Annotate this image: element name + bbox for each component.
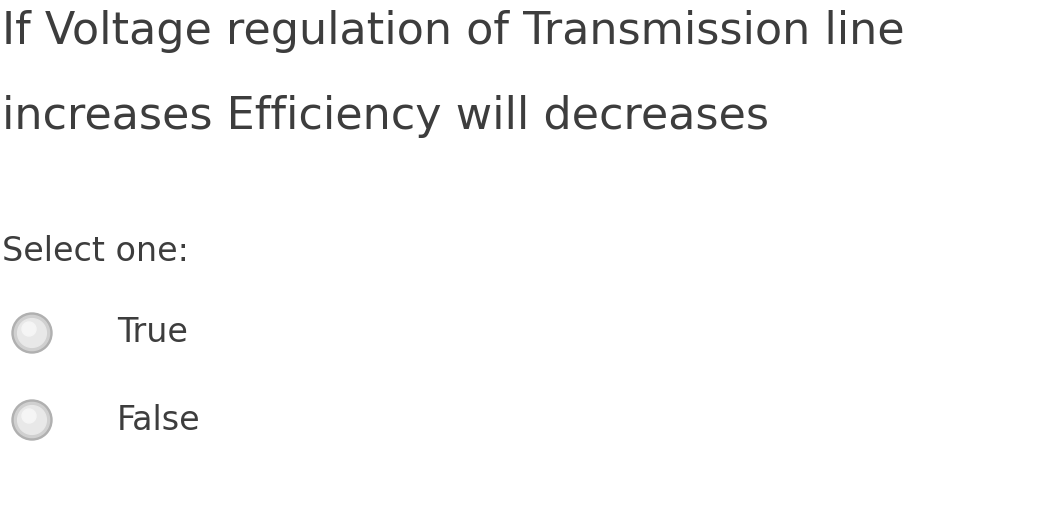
Text: False: False xyxy=(117,403,201,436)
Circle shape xyxy=(15,315,50,351)
Circle shape xyxy=(15,402,50,437)
Circle shape xyxy=(12,313,52,353)
Text: increases Efficiency will decreases: increases Efficiency will decreases xyxy=(2,95,769,138)
Circle shape xyxy=(12,400,52,440)
Text: If Voltage regulation of Transmission line: If Voltage regulation of Transmission li… xyxy=(2,10,904,53)
Circle shape xyxy=(18,406,47,434)
Circle shape xyxy=(22,322,36,336)
Text: Select one:: Select one: xyxy=(2,235,189,268)
Circle shape xyxy=(22,409,36,423)
Text: True: True xyxy=(117,316,188,349)
Circle shape xyxy=(18,318,47,347)
